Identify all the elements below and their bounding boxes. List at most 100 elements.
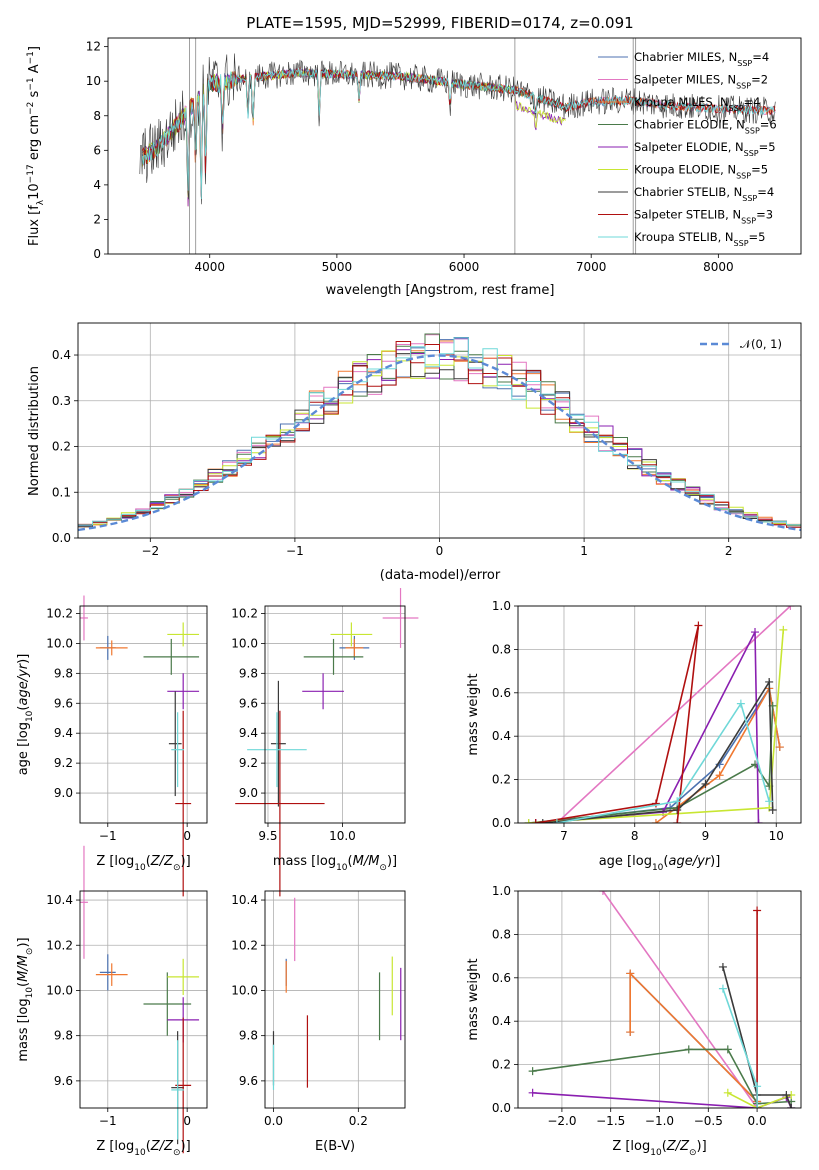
x-tick-label: −2	[141, 544, 159, 558]
y-tick-label: 10	[86, 74, 101, 88]
label-part: ⊙	[689, 1148, 697, 1158]
axes-mass-vs-Z: −1 0 9.6 9.8 10.0 10.2 10.4	[46, 845, 208, 1154]
weight-marker-2-1	[626, 969, 635, 978]
label-part: ]	[27, 46, 42, 51]
label-part: −17	[26, 164, 36, 183]
legend-label-7: Salpeter STELIB, NSSP=3	[634, 208, 773, 226]
legend-label-part: Salpeter MILES, N	[634, 73, 736, 87]
y-tick-label: 4	[93, 178, 101, 192]
y-axis-label: mass weight	[466, 673, 481, 755]
x-tick-label: 0	[183, 829, 191, 843]
weight-marker-6-1	[673, 805, 682, 814]
y-tick-label: 10.2	[231, 606, 258, 620]
x-axis-label: wavelength [Angstrom, rest frame]	[326, 283, 555, 298]
x-tick-label: 0.0	[748, 1114, 767, 1128]
legend-label-5: Kroupa ELODIE, NSSP=5	[634, 163, 768, 181]
y-tick-label: 9.6	[54, 696, 73, 710]
y-tick-label: 0.4	[492, 729, 511, 743]
x-tick-label: 0.2	[349, 1114, 368, 1128]
weight-line-2	[629, 971, 758, 1108]
y-tick-label: 0.6	[492, 971, 511, 985]
y-tick-label: 9.6	[239, 696, 258, 710]
x-tick-label: 0	[183, 1114, 191, 1128]
x-axis-label: (data-model)/error	[380, 568, 501, 583]
axes-age-vs-Z: −1 0 9.0 9.2 9.4 9.6 9.8 10.0 10.2	[46, 595, 208, 897]
y-tick-label: 6	[93, 143, 101, 157]
y-tick-label: 0.8	[492, 642, 511, 656]
y-tick-label: 1.0	[492, 884, 511, 898]
x-tick-label: 4000	[194, 260, 225, 274]
y-tick-label: 9.8	[239, 666, 258, 680]
y-tick-label: 9.6	[54, 1074, 73, 1088]
x-tick-label: −0.5	[694, 1114, 723, 1128]
y-tick-label: 0.2	[492, 773, 511, 787]
weight-line-1	[556, 606, 791, 823]
legend-label-part: =2	[751, 73, 768, 87]
legend-label-3: Chabrier ELODIE, NSSP=6	[634, 118, 777, 136]
label-part: age [log	[16, 722, 31, 775]
x-tick-label: 0	[436, 544, 444, 558]
label-part: A	[27, 64, 42, 77]
label-part: )]	[710, 854, 720, 869]
label-part: Z [log	[96, 854, 134, 869]
x-tick-label: 9	[702, 829, 710, 843]
weight-marker-2-0	[626, 1028, 635, 1037]
weight-line-5	[727, 1092, 792, 1108]
histogram-8	[78, 337, 801, 538]
y-tick-label: 2	[93, 212, 101, 226]
weight-marker-6-2	[782, 1090, 791, 1099]
y-tick-label: 0.2	[492, 1058, 511, 1072]
weight-line-1	[602, 891, 758, 1108]
y-tick-label: 9.8	[239, 1029, 258, 1043]
weight-marker-7-3	[673, 819, 682, 823]
label-part: 10	[134, 863, 146, 873]
weight-marker-1-1	[786, 606, 795, 610]
weight-marker-4-0	[528, 1088, 537, 1097]
legend-label-part: SSP	[737, 59, 752, 68]
legend-reference-label: 𝒩(0, 1)	[740, 337, 782, 351]
label-part: M/M	[353, 854, 380, 869]
weight-marker-6-3	[787, 1104, 796, 1108]
weight-marker-2-3	[775, 743, 784, 752]
legend-label-8: Kroupa STELIB, NSSP=5	[634, 230, 765, 248]
histogram-7	[78, 341, 801, 538]
x-tick-label: 8000	[703, 260, 734, 274]
legend-label-part: SSP	[736, 81, 751, 90]
y-tick-label: 9.8	[54, 666, 73, 680]
x-tick-label: 2	[725, 544, 733, 558]
label-part: (	[663, 854, 668, 869]
axes-frame	[517, 890, 802, 1109]
weight-line-7	[535, 625, 700, 823]
legend-label-part: Kroupa STELIB, N	[634, 230, 734, 244]
weight-marker-3-0	[528, 1067, 537, 1076]
weight-marker-6-0	[718, 962, 727, 971]
label-part: −1	[26, 51, 36, 64]
y-tick-label: 9.4	[54, 726, 73, 740]
label-part: ⊙	[379, 863, 387, 873]
axes-spectrum: 4000 5000 6000 7000 8000 0 2 4 6 8 10 12 wavelength …	[86, 37, 802, 298]
weight-marker-2-0	[651, 819, 660, 823]
weight-marker-8-2	[736, 699, 745, 708]
label-part: (	[146, 1139, 151, 1154]
weight-marker-6-0	[538, 819, 547, 823]
weight-marker-5-0	[524, 819, 533, 823]
axes-mass-vs-ebv: 0.0 0.2 9.6 9.8 10.0 10.2 10.4 E(B-V)	[231, 890, 406, 1154]
label-part: )]	[181, 1139, 191, 1154]
axes-frame	[107, 37, 802, 255]
label-part: )]	[16, 654, 31, 664]
legend-label-part: SSP	[745, 126, 760, 135]
legend-label-part: Chabrier ELODIE, N	[634, 118, 745, 132]
axes-frame	[264, 890, 406, 1109]
weight-marker-6-4	[768, 805, 777, 814]
axes-age-vs-mass: 9.5 10.0 9.0 9.2 9.4 9.6 9.8 10.0 10.2	[231, 588, 419, 897]
y-tick-label: 10.4	[231, 893, 258, 907]
x-tick-label: −2.0	[547, 1114, 576, 1128]
label-part: mass [log	[273, 854, 336, 869]
y-tick-label: 0.6	[492, 686, 511, 700]
label-part: ⊙	[173, 1148, 181, 1158]
legend-label-part: Salpeter STELIB, N	[634, 208, 741, 222]
plot-layer: 4000 5000 6000 7000 8000024681012wavelength …	[16, 37, 802, 1158]
x-axis-label: Z [log10(Z/Z⊙)]	[96, 1139, 190, 1158]
y-tick-label: 10.2	[46, 938, 73, 952]
